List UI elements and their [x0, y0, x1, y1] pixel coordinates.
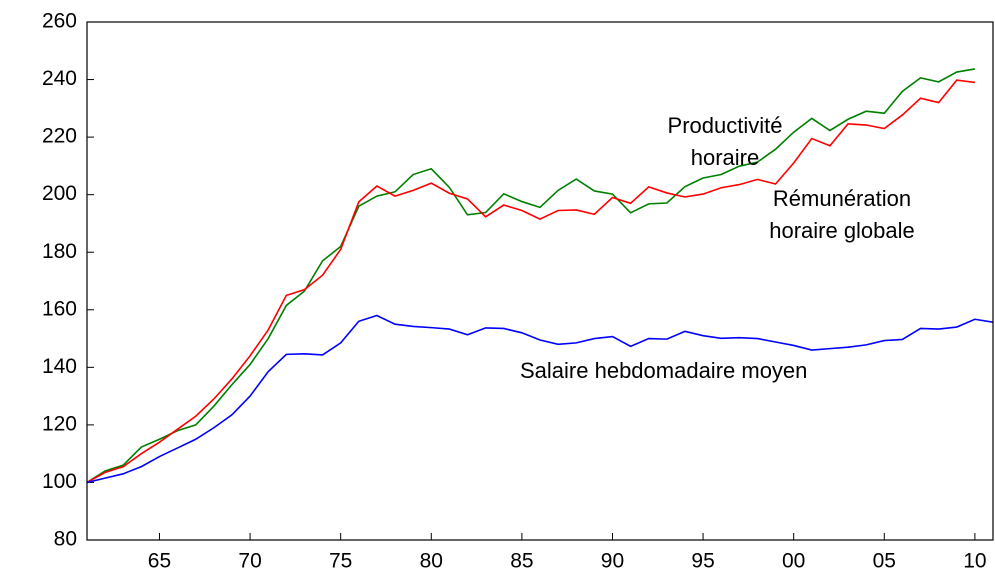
- x-tick-label: 70: [238, 550, 261, 573]
- y-tick-label: 120: [42, 412, 77, 435]
- x-tick-label: 95: [691, 550, 714, 573]
- y-tick-label: 100: [42, 470, 77, 493]
- y-tick-label: 80: [54, 528, 77, 551]
- series-label-line: Productivité: [668, 113, 783, 138]
- x-tick-label: 65: [148, 550, 171, 573]
- series-label-line: Salaire hebdomadaire moyen: [520, 358, 807, 383]
- series-label-line: horaire globale: [769, 218, 915, 243]
- series-line: [86, 79, 975, 484]
- y-tick-label: 240: [42, 67, 77, 90]
- x-tick-label: 85: [510, 550, 533, 573]
- series-label: Productivité horaire: [668, 113, 783, 170]
- series-label: Salaire hebdomadaire moyen: [520, 358, 807, 383]
- x-tick-label: 75: [329, 550, 352, 573]
- x-tick-label: 00: [782, 550, 805, 573]
- y-tick-label: 140: [42, 355, 77, 378]
- series-line: [86, 314, 994, 484]
- series-label: Rémunération horaire globale: [769, 186, 915, 243]
- series-label-line: Rémunération: [773, 186, 911, 211]
- y-tick-label: 180: [42, 240, 77, 263]
- y-tick-label: 160: [42, 297, 77, 320]
- x-tick-label: 05: [873, 550, 896, 573]
- x-tick-label: 90: [601, 550, 624, 573]
- plot-frame: [86, 21, 994, 541]
- y-tick-label: 260: [42, 10, 77, 33]
- x-tick-label: 10: [963, 550, 986, 573]
- series-label-line: horaire: [691, 145, 759, 170]
- y-tick-label: 220: [42, 125, 77, 148]
- x-tick-label: 80: [420, 550, 443, 573]
- y-tick-label: 200: [42, 182, 77, 205]
- series-line: [86, 68, 976, 484]
